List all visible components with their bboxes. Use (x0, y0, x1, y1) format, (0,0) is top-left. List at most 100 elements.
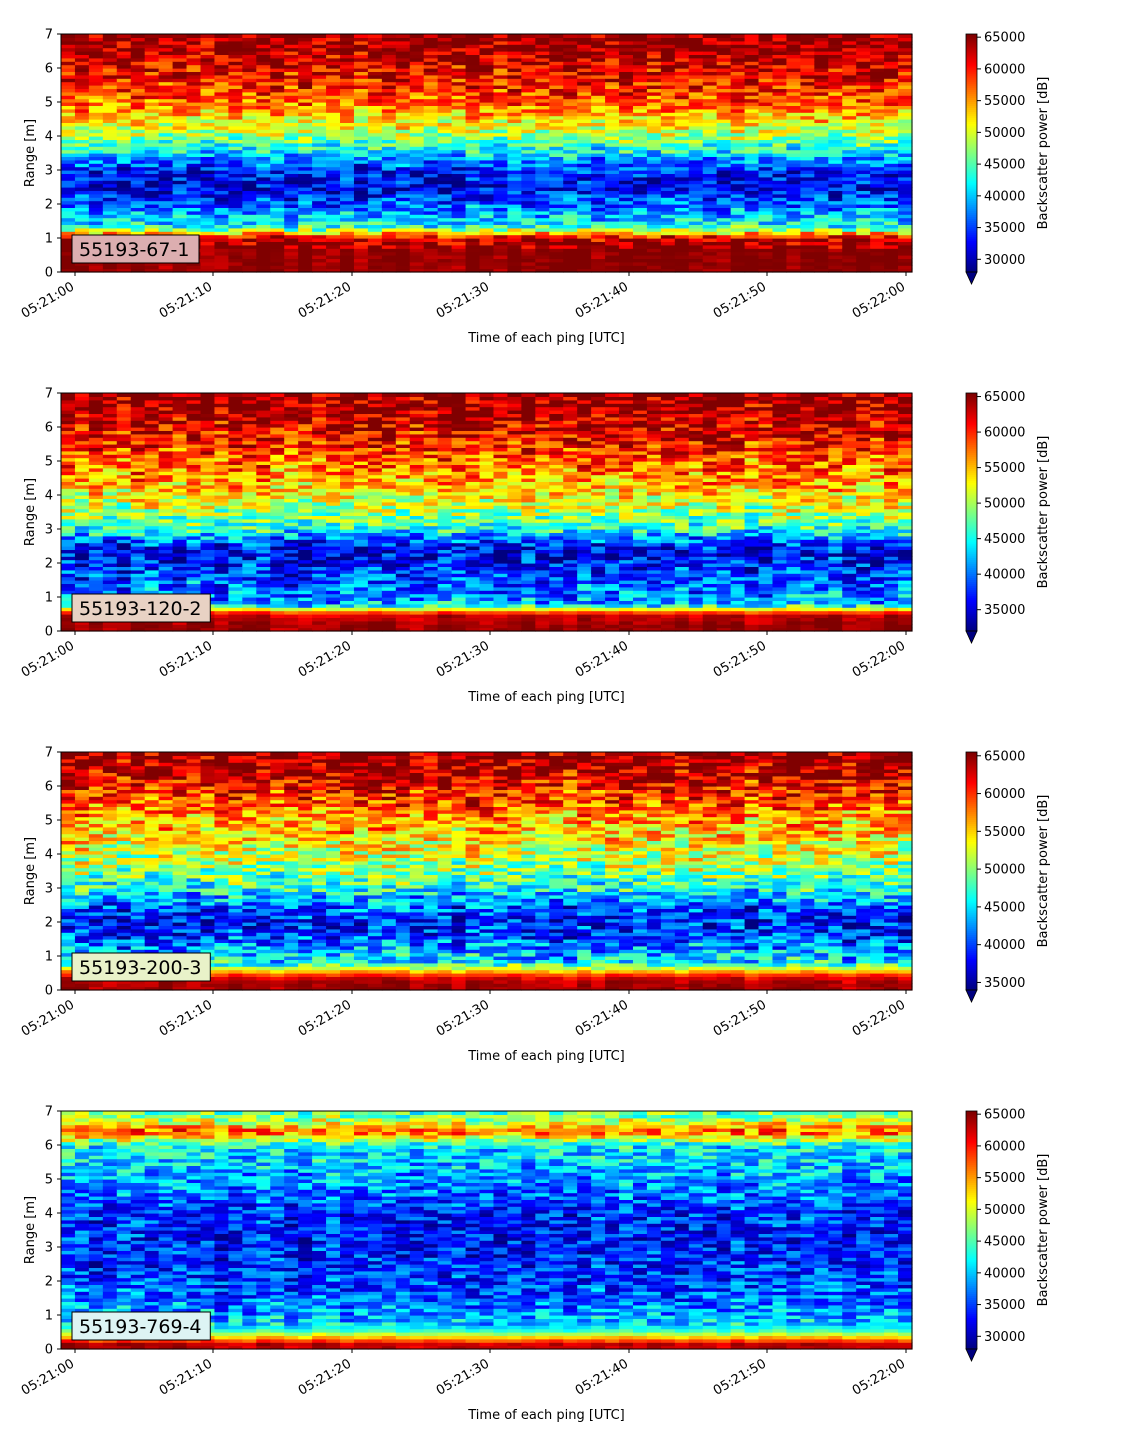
heatmap-cell (800, 248, 815, 253)
heatmap-cell (884, 102, 899, 106)
heatmap-cell (130, 37, 146, 42)
heatmap-cell (800, 238, 815, 242)
heatmap-cell (214, 265, 230, 270)
heatmap-cell (340, 190, 355, 195)
heatmap-cell (535, 261, 550, 266)
heatmap-cell (423, 214, 439, 219)
heatmap-cell (688, 238, 704, 242)
heatmap-cell (116, 505, 132, 510)
heatmap-cell (577, 91, 592, 96)
heatmap-cell (800, 258, 815, 263)
heatmap-cell (521, 187, 536, 191)
heatmap-cell (158, 217, 174, 222)
heatmap-cell (88, 227, 104, 232)
heatmap-cell (409, 255, 425, 259)
heatmap-cell (591, 44, 606, 49)
colorbar-step (966, 166, 977, 170)
heatmap-cell (423, 255, 439, 259)
heatmap-cell (549, 88, 564, 93)
heatmap-cell (116, 525, 132, 530)
heatmap-cell (409, 204, 425, 208)
heatmap-cell (130, 552, 146, 557)
heatmap-cell (688, 95, 704, 100)
heatmap-cell (688, 108, 704, 113)
heatmap-cell (605, 119, 620, 123)
heatmap-cell (88, 624, 104, 629)
heatmap-cell (786, 54, 801, 59)
heatmap-cell (130, 47, 146, 52)
heatmap-cell (381, 183, 397, 188)
heatmap-cell (158, 129, 174, 134)
heatmap-cell (605, 40, 620, 45)
heatmap-cell (619, 173, 634, 178)
heatmap-cell (563, 197, 578, 202)
heatmap-cell (172, 132, 188, 137)
heatmap-cell (660, 170, 676, 174)
heatmap-cell (521, 34, 536, 38)
heatmap-cell (688, 68, 704, 72)
colorbar-tick-label: 35000 (984, 221, 1025, 236)
heatmap-cell (786, 132, 801, 137)
heatmap-cell (326, 248, 341, 253)
heatmap-cell (298, 261, 313, 266)
heatmap-cell (744, 221, 760, 225)
heatmap-cell (688, 190, 704, 195)
heatmap-cell (214, 204, 230, 208)
heatmap-cell (730, 180, 746, 185)
heatmap-cell (605, 238, 620, 242)
heatmap-cell (381, 132, 397, 137)
heatmap-cell (828, 81, 843, 86)
heatmap-cell (298, 244, 313, 249)
heatmap-cell (312, 85, 327, 89)
heatmap-cell (605, 166, 620, 171)
heatmap-cell (409, 108, 425, 113)
heatmap-cell (298, 54, 313, 59)
heatmap-cell (88, 590, 104, 595)
heatmap-cell (842, 238, 857, 242)
heatmap-cell (800, 200, 815, 205)
heatmap-cell (758, 248, 774, 253)
heatmap-cell (479, 142, 495, 147)
heatmap-cell (256, 244, 271, 249)
heatmap-cell (716, 78, 732, 83)
heatmap-cell (842, 71, 857, 76)
heatmap-cell (772, 193, 788, 198)
heatmap-cell (619, 221, 634, 225)
heatmap-cell (479, 98, 495, 103)
heatmap-cell (521, 265, 536, 270)
heatmap-cell (507, 204, 522, 208)
heatmap-cell (660, 95, 676, 100)
heatmap-cell (786, 190, 801, 195)
colorbar-step (966, 67, 977, 71)
heatmap-cell (158, 522, 174, 527)
heatmap-cell (395, 102, 411, 106)
heatmap-cell (786, 268, 801, 273)
heatmap-cell (144, 122, 160, 127)
heatmap-cell (479, 163, 495, 168)
heatmap-cell (395, 132, 411, 137)
colorbar-step (966, 131, 977, 134)
heatmap-cell (619, 210, 634, 215)
heatmap-cell (381, 214, 397, 219)
heatmap-cell (702, 122, 718, 127)
heatmap-cell (856, 91, 871, 96)
heatmap-cell (228, 139, 243, 144)
heatmap-cell (409, 149, 425, 154)
heatmap-cell (605, 47, 620, 52)
heatmap-cell (437, 173, 453, 178)
heatmap-cell (353, 251, 369, 256)
heatmap-cell (116, 569, 132, 574)
heatmap-cell (884, 142, 899, 147)
heatmap-cell (744, 68, 760, 72)
heatmap-cell (437, 119, 453, 123)
heatmap-cell (423, 98, 439, 103)
heatmap-cell (340, 176, 355, 181)
heatmap-cell (493, 234, 509, 239)
heatmap-cell (340, 105, 355, 110)
heatmap-cell (605, 57, 620, 62)
heatmap-cell (158, 95, 174, 100)
heatmap-cell (423, 193, 439, 198)
heatmap-cell (340, 102, 355, 106)
heatmap-cell (102, 552, 118, 557)
heatmap-cell (730, 244, 746, 249)
